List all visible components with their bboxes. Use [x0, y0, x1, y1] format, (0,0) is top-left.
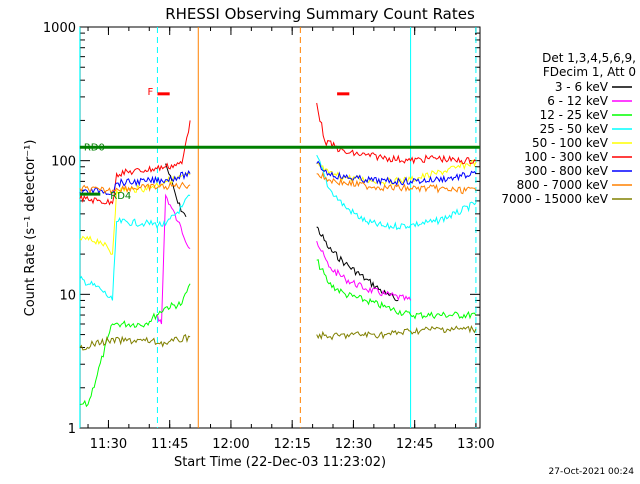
legend-entry: 12 - 25 keV: [540, 108, 609, 122]
x-tick-label: 12:30: [335, 437, 372, 452]
legend-entry: 100 - 300 keV: [524, 150, 608, 164]
series-line: [79, 334, 191, 351]
series-line: [316, 259, 477, 320]
series-line: [316, 171, 477, 195]
series-line: [316, 160, 477, 186]
series-line: [316, 324, 477, 341]
series-line: [79, 283, 191, 408]
x-tick-label: 11:45: [151, 437, 188, 452]
series-line: [316, 102, 477, 165]
legend-entry: 7000 - 15000 keV: [501, 192, 608, 206]
y-tick-label: 100: [51, 155, 76, 170]
flag-label: RD4: [110, 191, 131, 202]
legend-entry: 800 - 7000 keV: [517, 178, 609, 192]
legend-entry: 6 - 12 keV: [547, 94, 609, 108]
x-tick-label: 13:00: [457, 437, 494, 452]
series-line: [79, 120, 191, 206]
x-tick-label: 12:15: [273, 437, 310, 452]
legend-header-line: FDecim 1, Att 0: [543, 65, 636, 79]
chart-title: RHESSI Observing Summary Count Rates: [165, 5, 475, 23]
series-line: [79, 194, 191, 301]
x-axis-label: Start Time (22-Dec-03 11:23:02): [174, 455, 386, 470]
legend-header-line: Det 1,3,4,5,6,9,: [542, 51, 636, 65]
x-tick-label: 12:45: [396, 437, 433, 452]
y-tick-label: 1: [68, 422, 76, 437]
y-axis-label: Count Rate (s⁻¹ detector⁻¹): [23, 140, 38, 317]
x-tick-label: 12:00: [212, 437, 249, 452]
legend-entry: 3 - 6 keV: [555, 80, 609, 94]
footer-timestamp: 27-Oct-2021 00:24: [548, 467, 634, 477]
legend-entry: 50 - 100 keV: [532, 136, 609, 150]
series-line: [316, 226, 399, 302]
legend-entry: 300 - 800 keV: [524, 164, 608, 178]
flag-label: RD0: [84, 142, 105, 153]
y-tick-label: 10: [59, 288, 76, 303]
series-line: [316, 159, 477, 186]
series-line: [156, 193, 191, 325]
series-line: [316, 154, 477, 231]
x-tick-label: 11:30: [90, 437, 127, 452]
series-line: [316, 240, 412, 302]
legend-entry: 25 - 50 keV: [540, 122, 609, 136]
plot-frame: [79, 26, 481, 429]
series-line: [165, 163, 187, 218]
series-line: [79, 172, 191, 255]
y-tick-label: 1000: [43, 21, 76, 36]
flag-label: F: [147, 87, 153, 98]
series-line: [79, 181, 191, 195]
series-line: [79, 170, 191, 196]
